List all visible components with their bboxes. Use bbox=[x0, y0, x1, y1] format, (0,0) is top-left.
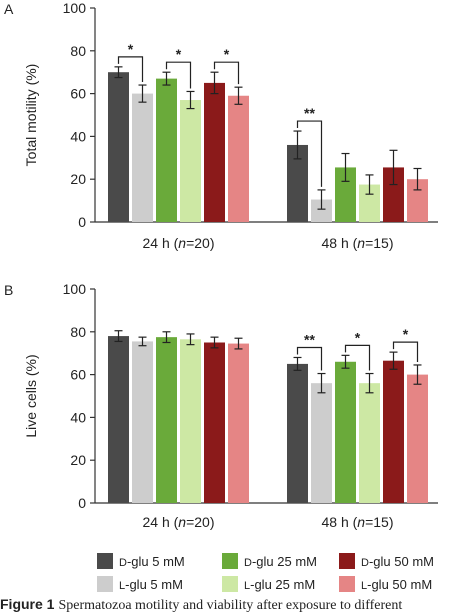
caption-text: Spermatozoa motility and viability after… bbox=[58, 598, 403, 613]
y-tick-label: 40 bbox=[70, 128, 86, 144]
legend-swatch bbox=[339, 553, 355, 569]
legend-swatch bbox=[97, 553, 113, 569]
bar bbox=[311, 383, 332, 503]
significance-label: * bbox=[403, 326, 409, 342]
y-tick-label: 20 bbox=[70, 171, 86, 187]
legend-swatch bbox=[97, 576, 113, 592]
significance-bracket bbox=[344, 344, 371, 371]
legend-label: D-glu 25 mM bbox=[244, 554, 317, 569]
y-axis-title: Live cells (%) bbox=[23, 354, 39, 437]
legend-swatch bbox=[339, 576, 355, 592]
significance-bracket bbox=[392, 341, 419, 362]
legend-label: D-glu 50 mM bbox=[361, 554, 434, 569]
y-tick-label: 60 bbox=[70, 86, 86, 102]
caption-label: Figure 1 bbox=[0, 596, 55, 612]
figure-caption: Figure 1 Spermatozoa motility and viabili… bbox=[0, 596, 474, 613]
significance-bracket bbox=[296, 346, 323, 371]
bar bbox=[228, 95, 249, 222]
bar bbox=[359, 184, 380, 222]
bar bbox=[132, 341, 153, 503]
significance-bracket bbox=[296, 120, 323, 187]
legend-swatch bbox=[222, 553, 238, 569]
significance-label: ** bbox=[304, 105, 315, 121]
bar bbox=[287, 144, 308, 222]
y-tick-label: 100 bbox=[63, 0, 87, 16]
y-tick-label: 0 bbox=[78, 214, 86, 230]
bar bbox=[407, 374, 428, 503]
significance-label: * bbox=[224, 46, 230, 62]
y-tick-label: 100 bbox=[63, 281, 87, 297]
y-tick-label: 80 bbox=[70, 324, 86, 340]
significance-label: * bbox=[128, 41, 134, 57]
significance-label: * bbox=[355, 329, 361, 345]
legend-label: D-glu 5 mM bbox=[119, 554, 185, 569]
bar bbox=[180, 339, 201, 503]
bar bbox=[108, 72, 129, 222]
legend-swatch bbox=[222, 576, 238, 592]
bar bbox=[156, 78, 177, 223]
panel-label: A bbox=[4, 1, 14, 17]
bar bbox=[335, 361, 356, 503]
bar bbox=[287, 363, 308, 503]
y-tick-label: 60 bbox=[70, 367, 86, 383]
category-label: 48 h (n=15) bbox=[321, 235, 393, 251]
bar bbox=[156, 337, 177, 503]
legend-label: L-glu 5 mM bbox=[119, 577, 183, 592]
bar bbox=[228, 343, 249, 503]
significance-bracket bbox=[117, 56, 144, 83]
bar bbox=[180, 100, 201, 222]
bar bbox=[383, 167, 404, 222]
bar bbox=[108, 336, 129, 503]
panel-label: B bbox=[4, 282, 13, 298]
bar bbox=[407, 179, 428, 222]
significance-bracket bbox=[165, 61, 192, 89]
y-tick-label: 20 bbox=[70, 452, 86, 468]
significance-label: * bbox=[176, 46, 182, 62]
bar bbox=[359, 383, 380, 503]
significance-bracket bbox=[213, 61, 240, 85]
bar bbox=[335, 167, 356, 222]
y-tick-label: 80 bbox=[70, 43, 86, 59]
y-tick-label: 0 bbox=[78, 495, 86, 511]
y-axis-title: Total motility (%) bbox=[23, 64, 39, 167]
category-label: 24 h (n=20) bbox=[142, 514, 214, 530]
bar bbox=[132, 93, 153, 222]
y-tick-label: 40 bbox=[70, 409, 86, 425]
legend-label: L-glu 50 mM bbox=[361, 577, 432, 592]
bar bbox=[311, 199, 332, 222]
bar bbox=[204, 82, 225, 223]
legend: D-glu 5 mM D-glu 25 mM D-glu 50 mM L-glu 5 … bbox=[97, 553, 434, 592]
category-label: 24 h (n=20) bbox=[142, 235, 214, 251]
bar bbox=[204, 342, 225, 503]
significance-label: ** bbox=[304, 331, 315, 347]
legend-label: L-glu 25 mM bbox=[244, 577, 315, 592]
bar bbox=[383, 360, 404, 503]
category-label: 48 h (n=15) bbox=[321, 514, 393, 530]
